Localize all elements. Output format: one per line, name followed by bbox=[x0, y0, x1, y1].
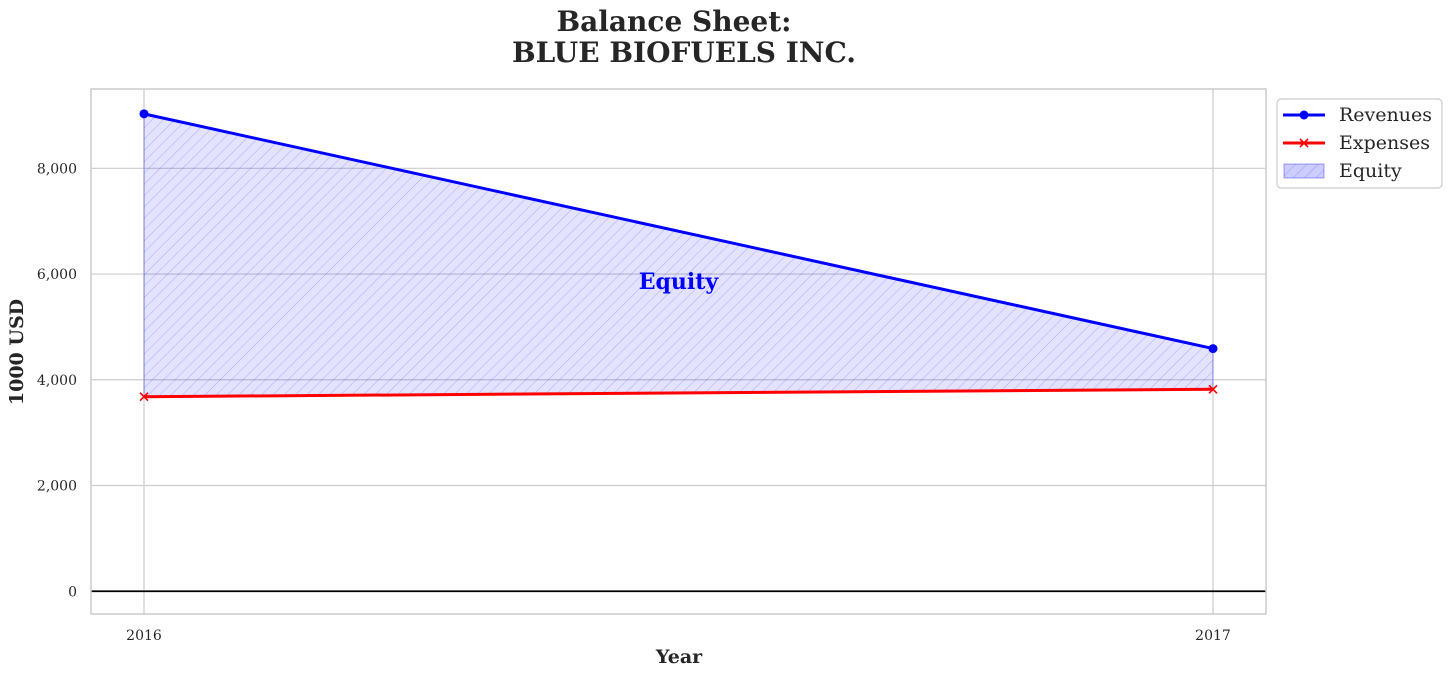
expenses-point-1 bbox=[1208, 384, 1218, 394]
series-markers bbox=[139, 109, 1218, 402]
annotations: Equity bbox=[639, 269, 720, 295]
y-tick-label-4: 8,000 bbox=[37, 161, 77, 177]
legend-expenses-label: Expenses bbox=[1339, 132, 1430, 154]
legend-equity-label: Equity bbox=[1339, 160, 1402, 182]
revenues-line bbox=[143, 112, 1214, 351]
y-tick-label-1: 2,000 bbox=[37, 479, 77, 495]
legend-revenues-marker bbox=[1299, 110, 1309, 120]
y-axis-label: 1000 USD bbox=[6, 299, 28, 405]
legend-equity-hatch bbox=[1284, 164, 1324, 178]
y-tick-label-3: 6,000 bbox=[37, 267, 77, 283]
x-tick-label-1: 2017 bbox=[1195, 628, 1231, 644]
chart-title: Balance Sheet: bbox=[556, 5, 791, 38]
expenses-line bbox=[143, 387, 1214, 399]
equity-annotation: Equity bbox=[639, 269, 720, 295]
legend: Revenues Expenses Equity bbox=[1276, 98, 1443, 189]
x-axis-label: Year bbox=[655, 646, 703, 668]
x-tick-label-0: 2016 bbox=[126, 628, 162, 644]
series-lines bbox=[143, 112, 1214, 399]
expenses-point-0 bbox=[139, 392, 149, 402]
legend-expenses-marker-b bbox=[1299, 138, 1309, 148]
legend-revenues-label: Revenues bbox=[1339, 104, 1432, 126]
revenues-point-0 bbox=[139, 109, 149, 119]
y-axis-ticks: 0 2,000 4,000 6,000 8,000 bbox=[37, 161, 77, 600]
revenues-point-1 bbox=[1208, 344, 1218, 354]
y-tick-label-0: 0 bbox=[68, 584, 77, 600]
x-axis-ticks: 2016 2017 bbox=[126, 628, 1231, 644]
equity-hatch bbox=[144, 113, 1213, 397]
plot-frame bbox=[90, 88, 1267, 615]
expenses-marker-stroke-b bbox=[1208, 384, 1218, 394]
chart-subtitle: BLUE BIOFUELS INC. bbox=[512, 36, 856, 69]
expenses-marker-stroke-b bbox=[139, 392, 149, 402]
y-tick-label-2: 4,000 bbox=[37, 373, 77, 389]
plot-border bbox=[90, 88, 1267, 615]
